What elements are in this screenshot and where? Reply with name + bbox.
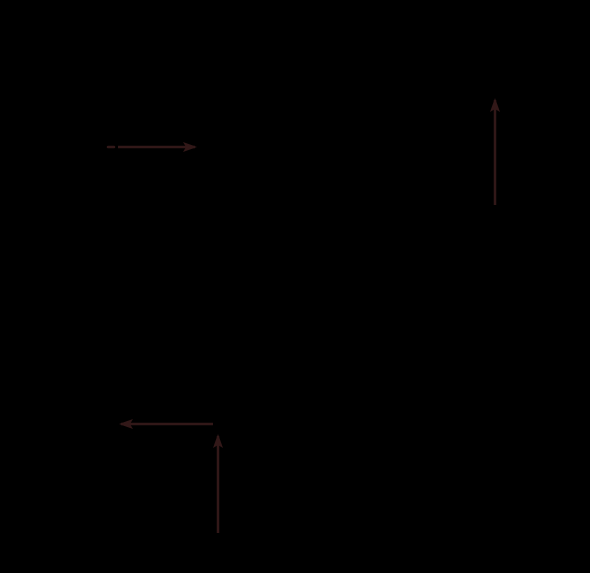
arrow-diagram [0, 0, 590, 573]
